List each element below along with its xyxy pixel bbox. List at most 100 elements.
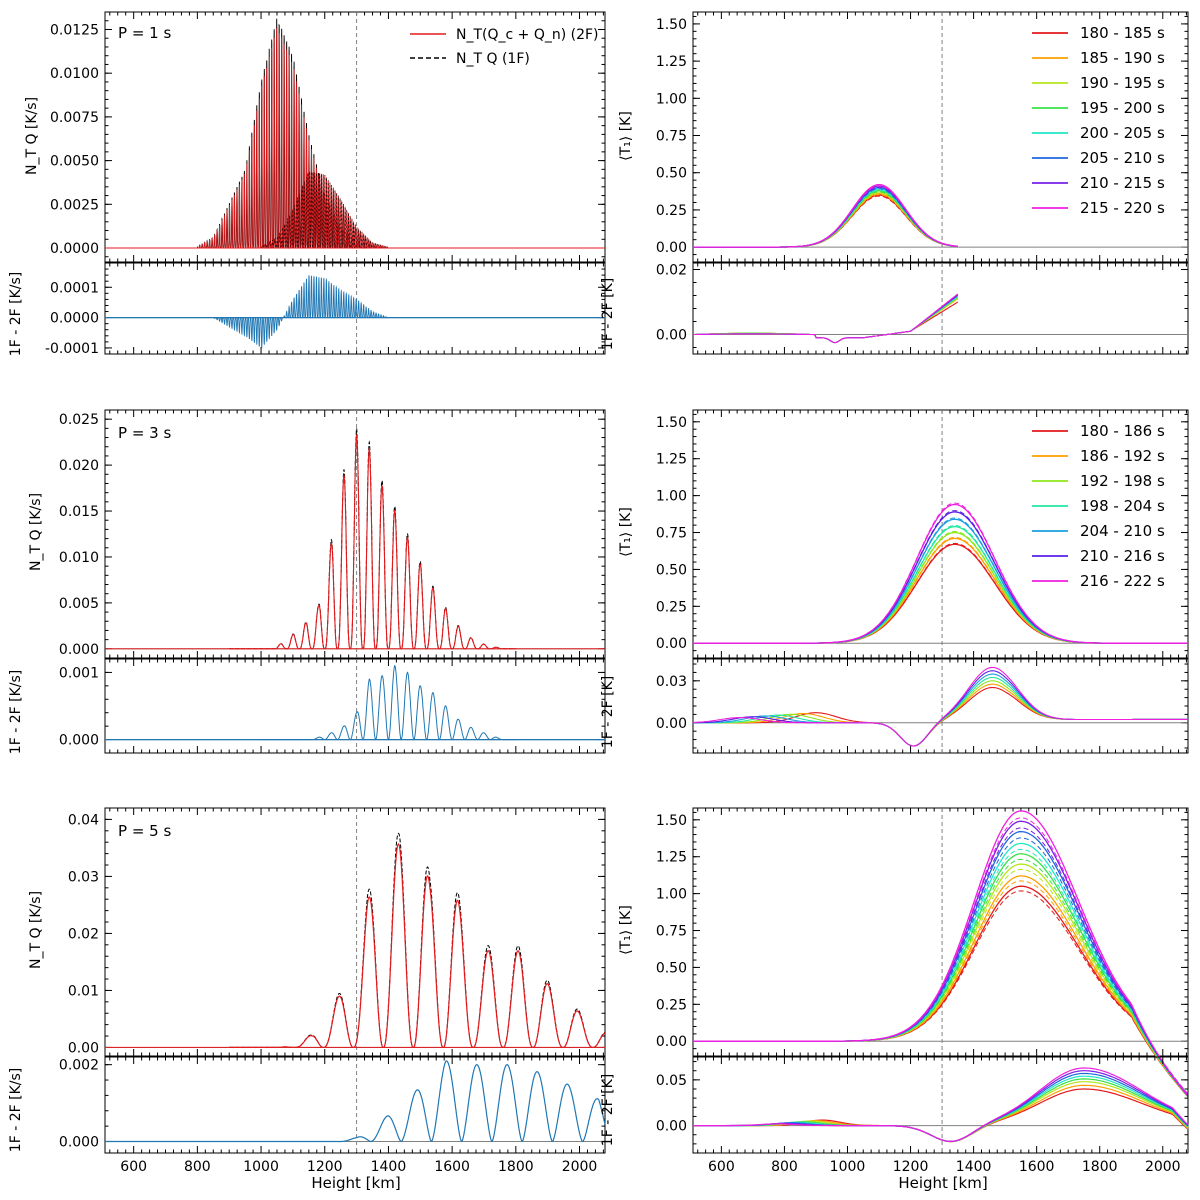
series-1f-black [229,428,516,650]
axes-frame [104,1056,606,1154]
axes-frame [104,262,606,355]
y-tick-label: 0.50 [656,960,687,976]
panel-t1diff-p1: 0.00 0.02 [656,262,1189,355]
legend-nq: N_T(Q_c + Q_n) (2F) N_T Q (1F) [410,27,599,67]
axes-frame [692,1056,1189,1154]
series-t1-dashed-7 [693,817,1189,1095]
x-tick-label: 1800 [1082,1159,1118,1175]
y-tick-label: 0.0025 [50,197,99,213]
series-t1-3 [693,853,1189,1097]
y-tick-label: 1.50 [656,415,687,431]
legend-label: 186 - 192 s [1080,447,1165,465]
y-tick-label: 0.00 [656,1034,687,1050]
y-tick-label: 0.0075 [50,110,99,126]
ylabel-t1-p3: ⟨T₁⟩ [K] [618,507,634,557]
y-tick-label: 0.0100 [50,66,99,82]
y-tick-label: 0.000 [59,1134,99,1150]
y-tick-label: 1.50 [656,813,687,829]
panel-diff-p5: 600 800 1000 1200 1400 1600 1800 2000 0.000 0.002 [59,1056,606,1175]
ylabel-nq-p1: N_T Q [K/s] [24,97,40,175]
axes-frame [692,658,1189,754]
y-tick-label: 1.25 [656,452,687,468]
series-t1-dashed-7 [693,185,958,248]
y-tick-label: 0.03 [68,869,99,885]
legend-label: 215 - 220 s [1080,199,1165,217]
legend-label: 180 - 186 s [1080,422,1165,440]
legend-label: 198 - 204 s [1080,497,1165,515]
legend-label: 195 - 200 s [1080,99,1165,117]
legend-label: 216 - 222 s [1080,572,1165,590]
series-t1diff-5 [693,670,1188,747]
series-t1diff-6 [693,1070,1189,1143]
series-diff [292,1060,606,1143]
series-t1diff-5 [693,1072,1189,1142]
x-tick-label: 1400 [956,1159,992,1175]
series-diff [261,664,516,741]
y-tick-label: 0.001 [59,665,99,681]
x-tick-label: 1400 [371,1159,407,1175]
legend-label: 204 - 210 s [1080,522,1165,540]
series-t1diff-6 [693,294,959,344]
y-tick-label: 0.75 [656,924,687,940]
panel-t1diff-p5: 600 800 1000 1200 1400 1600 1800 2000 0.00 0.05 [656,1056,1189,1175]
axes-frame [692,807,1189,1057]
ylabel-diff-p3: 1F - 2F [K/s] [8,670,24,754]
legend-label: 180 - 185 s [1080,24,1165,42]
legend-label: 185 - 190 s [1080,49,1165,67]
panel-t1diff-p3: 0.00 0.03 [656,658,1189,754]
ylabel-nq-p5: N_T Q [K/s] [28,891,44,969]
y-tick-label: 0.03 [656,674,687,690]
y-tick-label: 1.00 [656,489,687,505]
series-t1diff-0 [693,301,959,344]
legend-label: 200 - 205 s [1080,124,1165,142]
y-tick-label: 0.75 [656,129,687,145]
y-tick-label: 0.010 [59,550,99,566]
panel-t1-p5: 0.00 0.25 0.50 0.75 1.00 1.25 1.50 [656,807,1189,1098]
series-t1-dashed-4 [693,848,1189,1095]
y-tick-label: 0.0000 [50,311,99,327]
y-tick-label: 1.50 [656,17,687,33]
series-t1diff-1 [693,683,1188,747]
legend-label: 205 - 210 s [1080,149,1165,167]
y-tick-label: 0.020 [59,458,99,474]
y-tick-label: 0.0050 [50,154,99,170]
y-tick-label: 0.02 [656,263,687,279]
series-t1diff-3 [693,1078,1189,1143]
panel-diff-p3: 0.000 0.001 [59,658,606,754]
x-tick-label: 800 [771,1159,798,1175]
axes-frame [104,807,606,1057]
legend-label: 192 - 198 s [1080,472,1165,490]
y-tick-label: 0.002 [59,1058,99,1074]
y-tick-label: 0.0125 [50,22,99,38]
series-t1diff-4 [693,673,1188,747]
series-t1diff-6 [692,666,1188,747]
axes-frame [104,658,606,754]
y-tick-label: 0.00 [656,716,687,732]
x-tick-label: 1200 [307,1159,343,1175]
series-t1-6 [693,820,1189,1097]
series-diff [203,275,395,349]
series-t1-dashed-6 [693,502,1188,644]
panels: 0.0000 0.0025 0.0050 0.0075 0.0100 0.0125 -0.0… [45,11,1189,1175]
y-tick-label: 0.75 [656,526,687,542]
legend-time-p3: 180 - 186 s 186 - 192 s 192 - 198 s 198 - 2… [1032,422,1165,590]
series-t1-7 [693,810,1189,1097]
series-t1diff-3 [693,676,1188,747]
series-t1-dashed-6 [693,827,1189,1095]
axes-frame [104,409,606,659]
series-t1diff-5 [693,295,959,344]
x-tick-label: 600 [120,1159,147,1175]
legend-label: 210 - 215 s [1080,174,1165,192]
y-tick-label: 0.25 [656,599,687,615]
x-tick-label: 600 [708,1159,735,1175]
ylabel-nq-p3: N_T Q [K/s] [28,493,44,571]
ylabel-t1-p5: ⟨T₁⟩ [K] [618,905,634,955]
title-p1: P = 1 s [118,24,171,42]
legend-1f-label: N_T Q (1F) [456,51,530,67]
x-tick-label: 1600 [434,1159,470,1175]
y-tick-label: 0.00 [68,1040,99,1056]
y-tick-label: 0.00 [656,1119,687,1135]
y-tick-label: 0.50 [656,562,687,578]
y-tick-label: 0.005 [59,596,99,612]
x-tick-label: 1200 [893,1159,929,1175]
